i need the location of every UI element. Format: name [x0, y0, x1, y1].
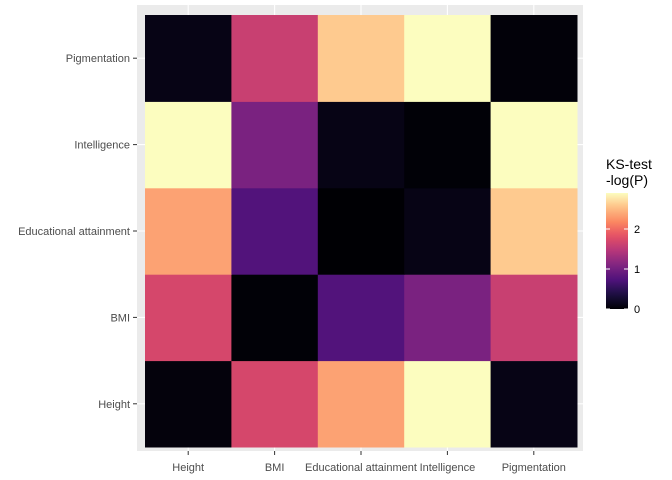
heatmap-cell — [231, 274, 319, 362]
legend-tick-label: 1 — [634, 264, 640, 276]
x-tick-label: Pigmentation — [502, 462, 566, 474]
heatmap-cell — [404, 360, 492, 448]
heatmap-cell — [404, 274, 492, 362]
heatmap-cell — [490, 15, 578, 102]
y-tick-label: Pigmentation — [66, 53, 130, 65]
legend-title-line2: -log(P) — [606, 172, 648, 188]
heatmap-cell — [145, 274, 232, 362]
legend-tick-label: 2 — [634, 224, 640, 236]
heatmap-cell — [404, 101, 492, 189]
heatmap-cell — [231, 360, 319, 448]
heatmap-cell — [404, 15, 492, 102]
x-tick-label: Educational attainment — [305, 462, 417, 474]
color-legend: KS-test -log(P) 0 1 2 — [606, 156, 652, 316]
heatmap-cell — [317, 187, 405, 275]
heatmap-cell — [145, 187, 232, 275]
heatmap-cell — [231, 101, 319, 189]
heatmap-cell — [145, 15, 232, 102]
heatmap-cell — [145, 360, 232, 448]
heatmap-cell — [231, 187, 319, 275]
heatmap-cell — [317, 360, 405, 448]
heatmap-cell — [490, 274, 578, 362]
legend-colorbar — [606, 193, 628, 309]
legend-title-line1: KS-test — [606, 156, 652, 172]
heatmap-cell — [490, 360, 578, 448]
heatmap-cell — [404, 187, 492, 275]
x-tick-label: Intelligence — [420, 462, 476, 474]
y-tick-label: Educational attainment — [18, 226, 130, 238]
y-tick-label: BMI — [110, 312, 130, 324]
legend-tick-label: 0 — [634, 304, 640, 316]
x-tick-label: Height — [172, 462, 204, 474]
heatmap-cell — [317, 101, 405, 189]
heatmap-cell — [490, 101, 578, 189]
y-tick-label: Intelligence — [74, 140, 130, 152]
heatmap-cell — [317, 274, 405, 362]
x-tick-label: BMI — [265, 462, 285, 474]
heatmap-cell — [317, 15, 405, 102]
legend-ticks: 0 1 2 — [606, 224, 640, 316]
heatmap-cells — [145, 15, 578, 448]
heatmap-cell — [490, 187, 578, 275]
heatmap-cell — [231, 15, 319, 102]
heatmap-cell — [145, 101, 232, 189]
x-axis: Height BMI Educational attainment Intellige… — [172, 451, 566, 474]
y-axis: Height BMI Educational attainment Intellige… — [18, 53, 137, 411]
y-tick-label: Height — [98, 399, 130, 411]
